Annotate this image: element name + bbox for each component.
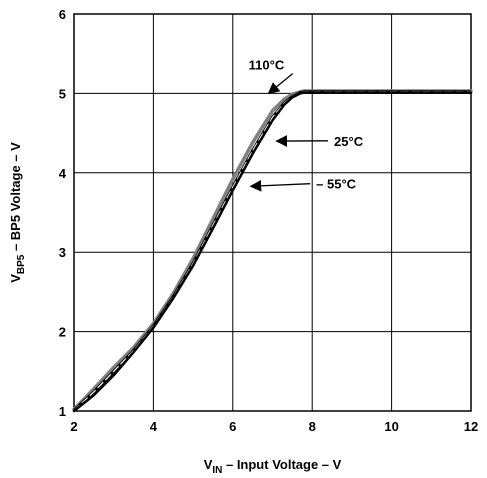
x-tick-label: 6 (229, 419, 236, 434)
x-tick-label: 12 (464, 419, 478, 434)
plot-frame (73, 13, 472, 412)
x-tick-label: 10 (384, 419, 398, 434)
series-line-1 (73, 91, 472, 411)
y-axis-label: VBP5 – BP5 Voltage – V (8, 142, 27, 283)
x-tick-label: 8 (309, 419, 316, 434)
y-axis-label-main: V (8, 274, 23, 283)
y-tick-label: 1 (59, 404, 66, 419)
y-tick-label: 4 (59, 166, 67, 181)
x-axis-label-main: V (204, 457, 213, 472)
annotations: 110°C 25°C – 55°C (249, 58, 364, 192)
y-axis-label-subscript: BP5 (16, 254, 27, 274)
x-tick-label: 4 (150, 419, 158, 434)
annotation-arrow-2 (249, 179, 311, 192)
x-axis-label: VIN – Input Voltage – V (204, 457, 342, 476)
annotation-label-1: 25°C (334, 134, 364, 149)
series-group (72, 89, 473, 413)
series-line-1-base (72, 90, 471, 412)
series-line-2 (72, 91, 473, 413)
annotation-arrow-0 (267, 73, 294, 95)
series-line-0 (72, 89, 473, 412)
y-axis-label-rest: – BP5 Voltage – V (8, 142, 23, 255)
x-axis-label-subscript: IN (212, 465, 222, 476)
x-tick-label: 2 (70, 419, 77, 434)
y-tick-labels: 1 2 3 4 5 6 (59, 7, 67, 419)
x-tick-labels: 2 4 6 8 10 12 (70, 419, 478, 434)
y-tick-label: 6 (59, 7, 66, 22)
annotation-label-2: – 55°C (316, 177, 357, 192)
y-tick-label: 3 (59, 245, 66, 260)
x-axis-label-rest: – Input Voltage – V (222, 457, 341, 472)
annotation-label-0: 110°C (249, 58, 285, 73)
y-tick-label: 2 (59, 325, 66, 340)
y-tick-label: 5 (59, 86, 66, 101)
